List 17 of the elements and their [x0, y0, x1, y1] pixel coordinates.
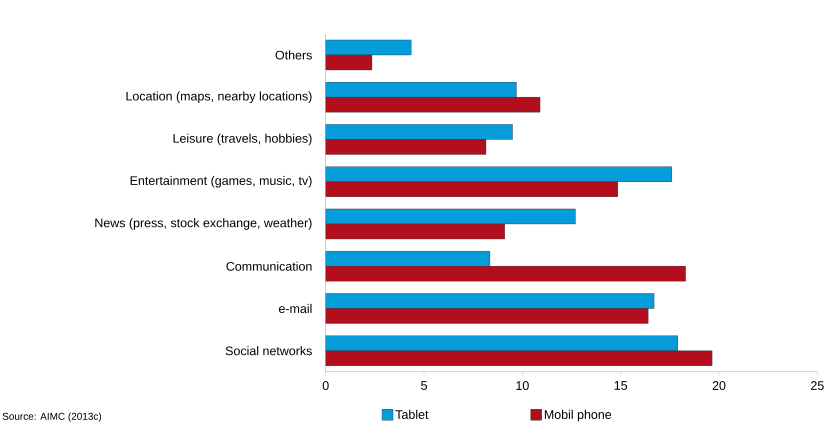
x-tick-label: 0: [322, 381, 329, 390]
legend-label: Tablet: [396, 410, 428, 419]
y-tick-label: Social networks: [226, 346, 312, 356]
legend-label: Mobil phone: [544, 410, 612, 422]
y-tick-label: Leisure (travels, hobbies): [174, 134, 312, 146]
y-tick-label: News (press, stock exchange, weather): [95, 218, 312, 230]
x-tick-label: 5: [421, 381, 427, 390]
x-tick-label: 25: [811, 381, 824, 390]
y-tick-label: Others: [276, 50, 312, 60]
y-tick-label: Location (maps, nearby locations): [126, 91, 312, 103]
x-tick-label: 10: [516, 381, 529, 390]
x-tick-label: 15: [614, 381, 628, 390]
y-tick-label: e-mail: [278, 304, 312, 314]
x-tick-label: 20: [712, 381, 726, 390]
y-tick-label: Entertainment (games, music, tv): [130, 176, 312, 188]
source-note: Source: AIMC (2013c): [2, 412, 102, 422]
y-tick-label: Communication: [226, 262, 312, 271]
